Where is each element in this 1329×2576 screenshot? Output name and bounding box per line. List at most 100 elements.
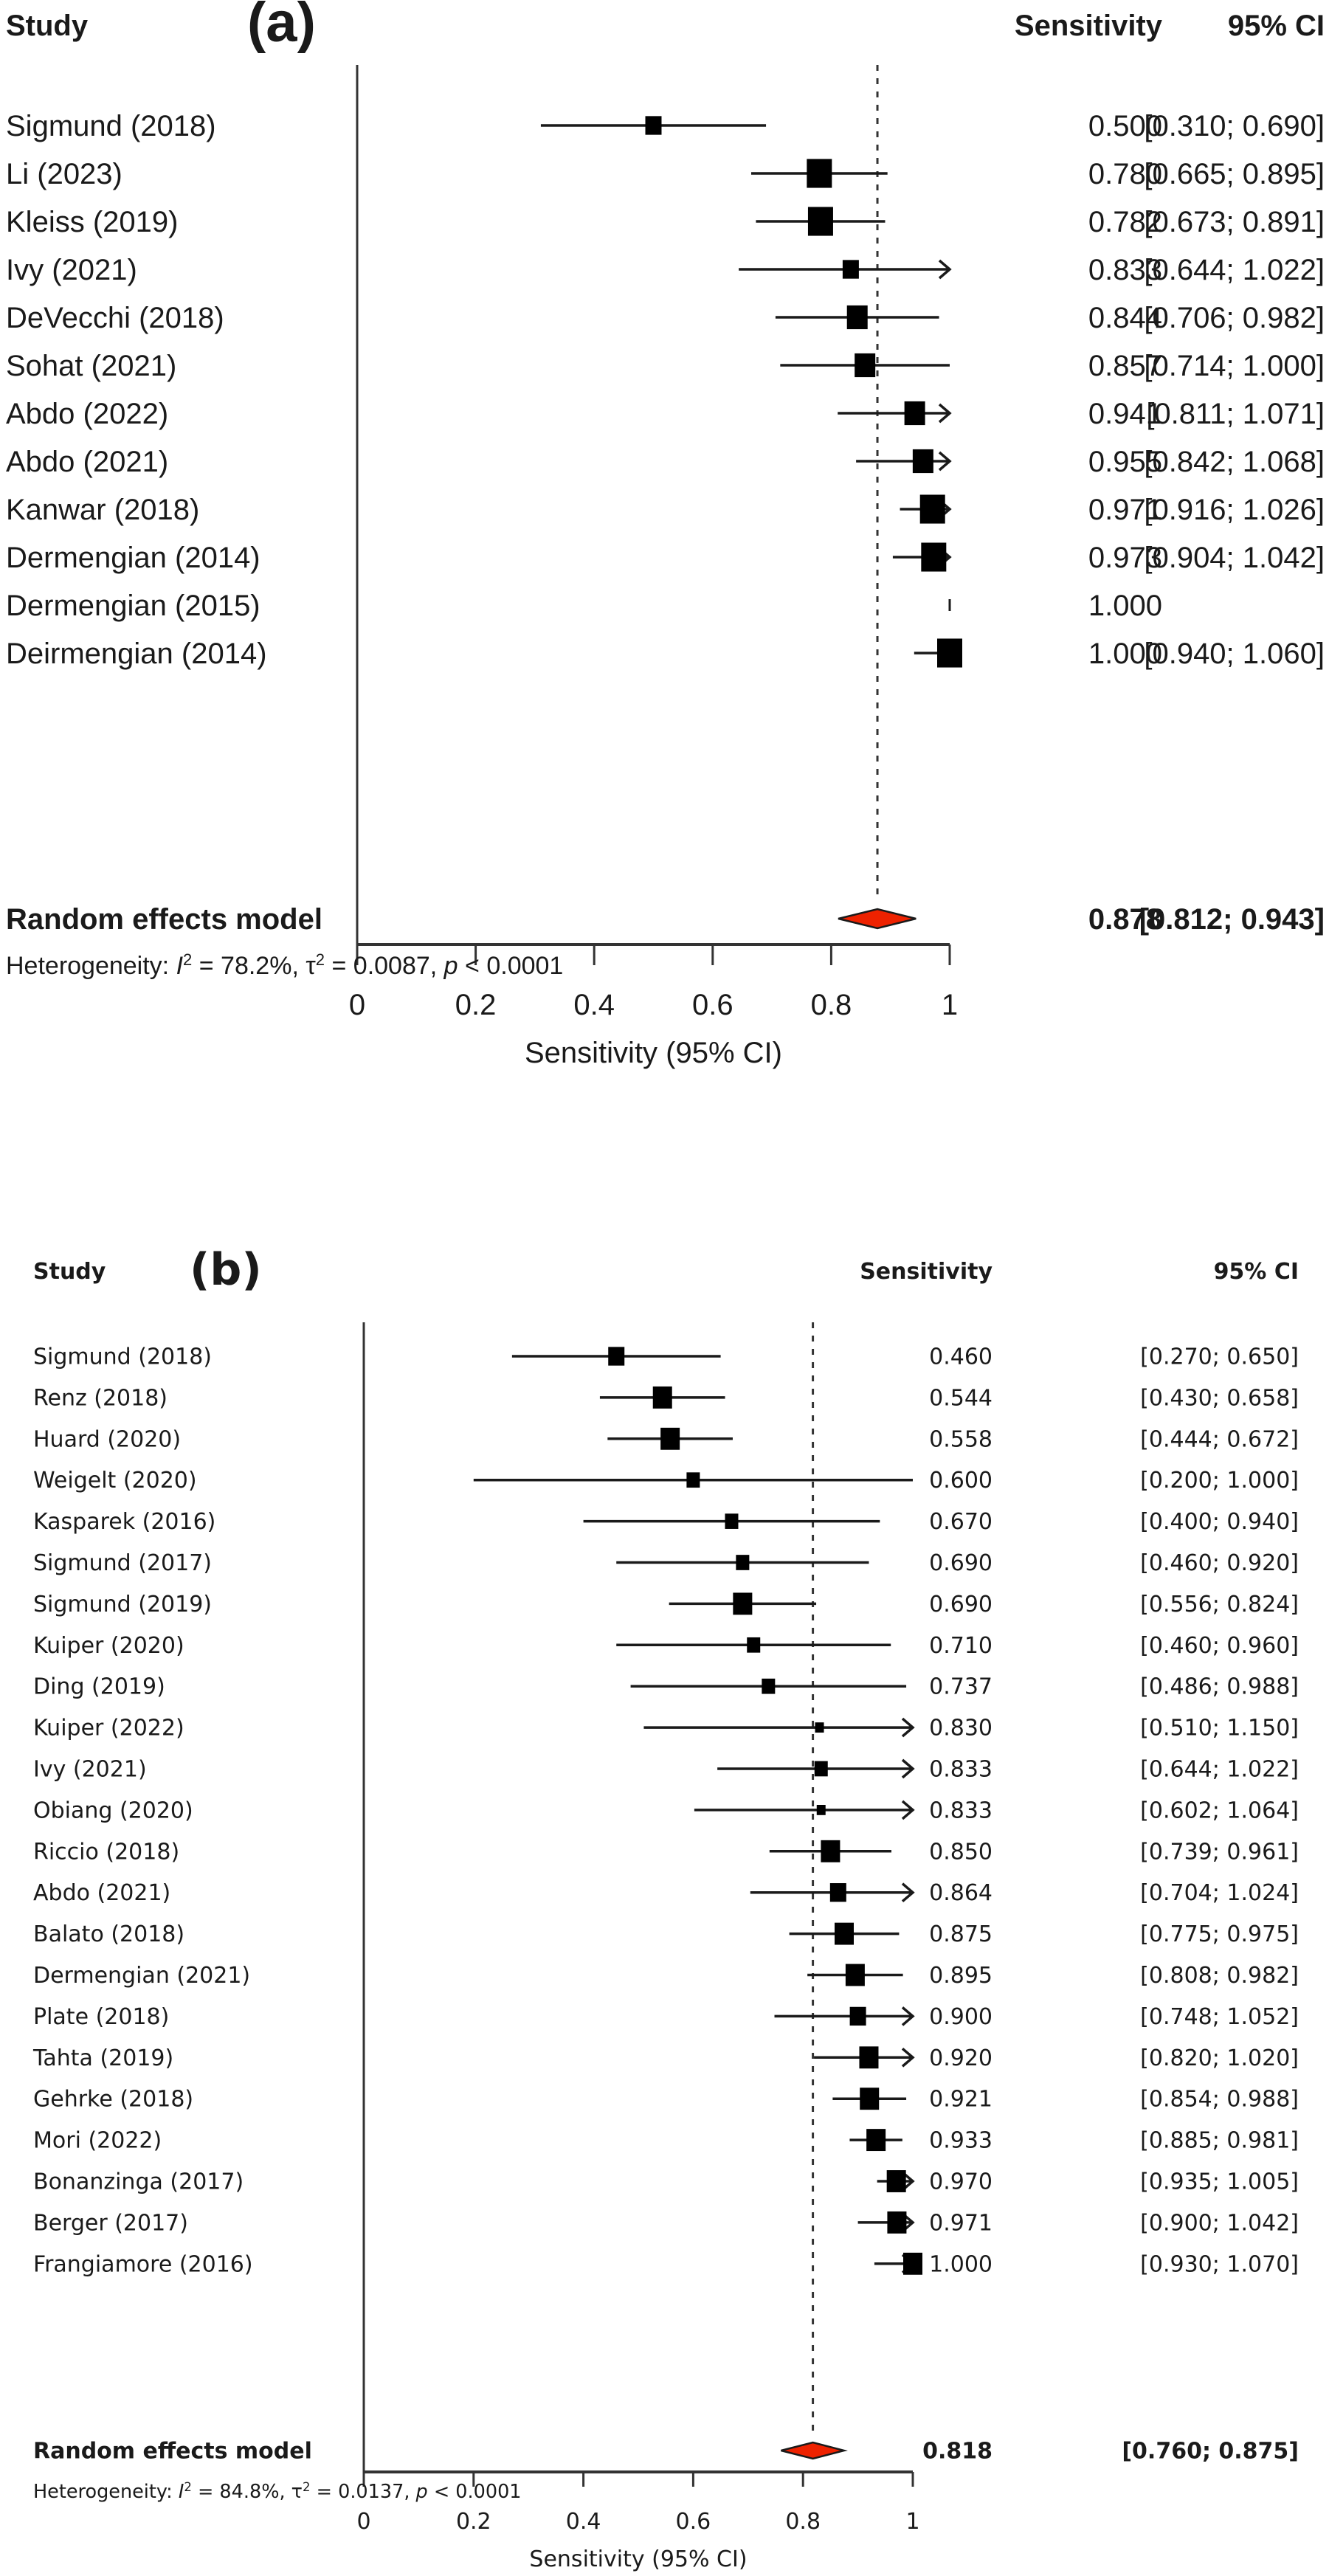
study-ci: [0.310; 0.690] <box>1144 110 1325 142</box>
ci-arrow-icon <box>938 403 952 424</box>
point-estimate-square <box>904 401 925 426</box>
study-label: Ding (2019) <box>33 1674 165 1700</box>
study-sensitivity: 0.973 <box>1088 542 1162 574</box>
study-label: Weigelt (2020) <box>33 1468 197 1494</box>
header-study: Study <box>6 10 89 42</box>
study-label: Ivy (2021) <box>33 1757 147 1783</box>
study-ci: [0.270; 0.650] <box>1140 1344 1299 1370</box>
study-row: Mori (2022) 0.933 [0.885; 0.981] <box>33 2128 1299 2154</box>
study-row: Ding (2019) 0.737 [0.486; 0.988] <box>33 1674 1299 1700</box>
point-estimate-square <box>762 1678 776 1694</box>
heterogeneity-part: = 0.0087, <box>325 952 444 980</box>
heterogeneity-part: τ <box>306 952 316 980</box>
study-label: Sigmund (2018) <box>33 1344 212 1370</box>
heterogeneity-part: 2 <box>316 950 325 969</box>
ci-arrow-icon <box>901 2006 915 2026</box>
study-ci: [0.556; 0.824] <box>1140 1592 1299 1617</box>
heterogeneity-part: Heterogeneity: <box>33 2481 179 2503</box>
study-label: Huard (2020) <box>33 1426 181 1452</box>
study-label: Kanwar (2018) <box>6 494 199 526</box>
point-estimate-square <box>736 1555 750 1570</box>
study-row: Weigelt (2020) 0.600 [0.200; 1.000] <box>33 1468 1299 1494</box>
study-label: Kuiper (2020) <box>33 1633 184 1659</box>
ci-arrow-icon <box>938 259 952 280</box>
study-row: Abdo (2021) 0.955[0.842; 1.068] <box>6 446 1325 478</box>
study-label: Tahta (2019) <box>32 2045 173 2071</box>
study-ci: [0.842; 1.068] <box>1144 446 1325 478</box>
study-ci: [0.714; 1.000] <box>1144 350 1325 382</box>
study-row: Li (2023) 0.780[0.665; 0.895] <box>6 158 1325 190</box>
study-label: Dermengian (2021) <box>33 1963 250 1989</box>
heterogeneity-part: Heterogeneity: <box>6 952 176 980</box>
study-sensitivity: 0.670 <box>929 1509 993 1535</box>
study-label: Gehrke (2018) <box>33 2087 193 2113</box>
study-ci: [0.904; 1.042] <box>1144 542 1325 574</box>
study-sensitivity: 0.971 <box>929 2210 993 2236</box>
study-sensitivity: 0.844 <box>1088 302 1162 334</box>
study-label: Renz (2018) <box>33 1385 168 1411</box>
study-sensitivity: 0.690 <box>929 1592 993 1617</box>
study-label: Mori (2022) <box>33 2128 162 2154</box>
heterogeneity-part: I <box>179 2481 184 2503</box>
point-estimate-square <box>652 1386 672 1409</box>
summary-diamond <box>838 908 917 930</box>
study-label: Kasparek (2016) <box>33 1509 215 1535</box>
forest-panel-a: Study (a) Sensitivity 95% CI Sigmund (2018) 0… <box>6 0 1325 1069</box>
x-tick-label: 1 <box>942 989 958 1021</box>
study-sensitivity: 0.544 <box>929 1385 993 1411</box>
summary-ci: [0.760; 0.875] <box>1122 2439 1299 2465</box>
study-row: Sigmund (2018) 0.460 [0.270; 0.650] <box>33 1344 1299 1370</box>
study-label: Plate (2018) <box>33 2004 169 2030</box>
study-sensitivity: 0.690 <box>929 1550 993 1576</box>
study-row: Bonanzinga (2017) 0.970 [0.935; 1.005] <box>33 2169 1299 2195</box>
x-tick-label: 0 <box>349 989 365 1021</box>
study-label: Abdo (2021) <box>6 446 168 478</box>
study-row: Kasparek (2016) 0.670 [0.400; 0.940] <box>33 1509 1299 1535</box>
study-sensitivity: 0.710 <box>929 1633 993 1659</box>
study-sensitivity: 0.460 <box>929 1344 993 1370</box>
point-estimate-square <box>807 207 833 236</box>
heterogeneity-part: p <box>415 2481 428 2503</box>
study-ci: [0.400; 0.940] <box>1140 1509 1299 1535</box>
study-ci: [0.673; 0.891] <box>1144 206 1325 238</box>
summary-label: Random effects model <box>33 2439 312 2465</box>
point-estimate-square <box>887 2211 907 2234</box>
study-sensitivity: 0.833 <box>929 1798 993 1823</box>
header-study: Study <box>33 1259 106 1285</box>
study-row: Sigmund (2017) 0.690 [0.460; 0.920] <box>33 1550 1299 1576</box>
study-label: Kuiper (2022) <box>33 1716 184 1741</box>
study-label: Ivy (2021) <box>6 254 137 286</box>
study-sensitivity: 0.921 <box>929 2087 993 2113</box>
x-tick-label: 0.6 <box>692 989 733 1021</box>
study-ci: [0.444; 0.672] <box>1140 1426 1299 1452</box>
panel-label: (b) <box>190 1244 262 1296</box>
point-estimate-square <box>846 305 868 330</box>
point-estimate-square <box>733 1592 753 1615</box>
point-estimate-square <box>855 353 876 378</box>
study-ci: [0.808; 0.982] <box>1140 1963 1299 1989</box>
study-ci: [0.706; 0.982] <box>1144 302 1325 334</box>
study-sensitivity: 1.000 <box>1088 590 1162 622</box>
study-ci: [0.935; 1.005] <box>1140 2169 1299 2195</box>
x-tick-label: 0.4 <box>566 2509 601 2535</box>
study-label: Obiang (2020) <box>33 1798 193 1823</box>
study-sensitivity: 0.830 <box>929 1716 993 1741</box>
study-sensitivity: 0.941 <box>1088 398 1162 430</box>
summary-ci: [0.812; 0.943] <box>1139 903 1325 936</box>
study-ci: [0.930; 1.070] <box>1140 2251 1299 2277</box>
study-label: Balato (2018) <box>33 1921 184 1947</box>
study-row: Balato (2018) 0.875 [0.775; 0.975] <box>33 1921 1299 1947</box>
study-ci: [0.854; 0.988] <box>1140 2087 1299 2113</box>
study-label: Sigmund (2018) <box>6 110 216 142</box>
study-ci: [0.200; 1.000] <box>1140 1468 1299 1494</box>
study-ci: [0.704; 1.024] <box>1140 1880 1299 1906</box>
study-sensitivity: 0.955 <box>1088 446 1162 478</box>
study-label: Sigmund (2017) <box>33 1550 212 1576</box>
summary-label: Random effects model <box>6 903 322 936</box>
point-estimate-square <box>912 449 933 474</box>
study-row: Abdo (2022) 0.941[0.811; 1.071] <box>6 398 1325 430</box>
study-row: Obiang (2020) 0.833 [0.602; 1.064] <box>33 1798 1299 1823</box>
point-estimate-square <box>645 116 662 135</box>
panel-label: (a) <box>247 0 316 54</box>
study-row: Kuiper (2022) 0.830 [0.510; 1.150] <box>33 1716 1299 1741</box>
